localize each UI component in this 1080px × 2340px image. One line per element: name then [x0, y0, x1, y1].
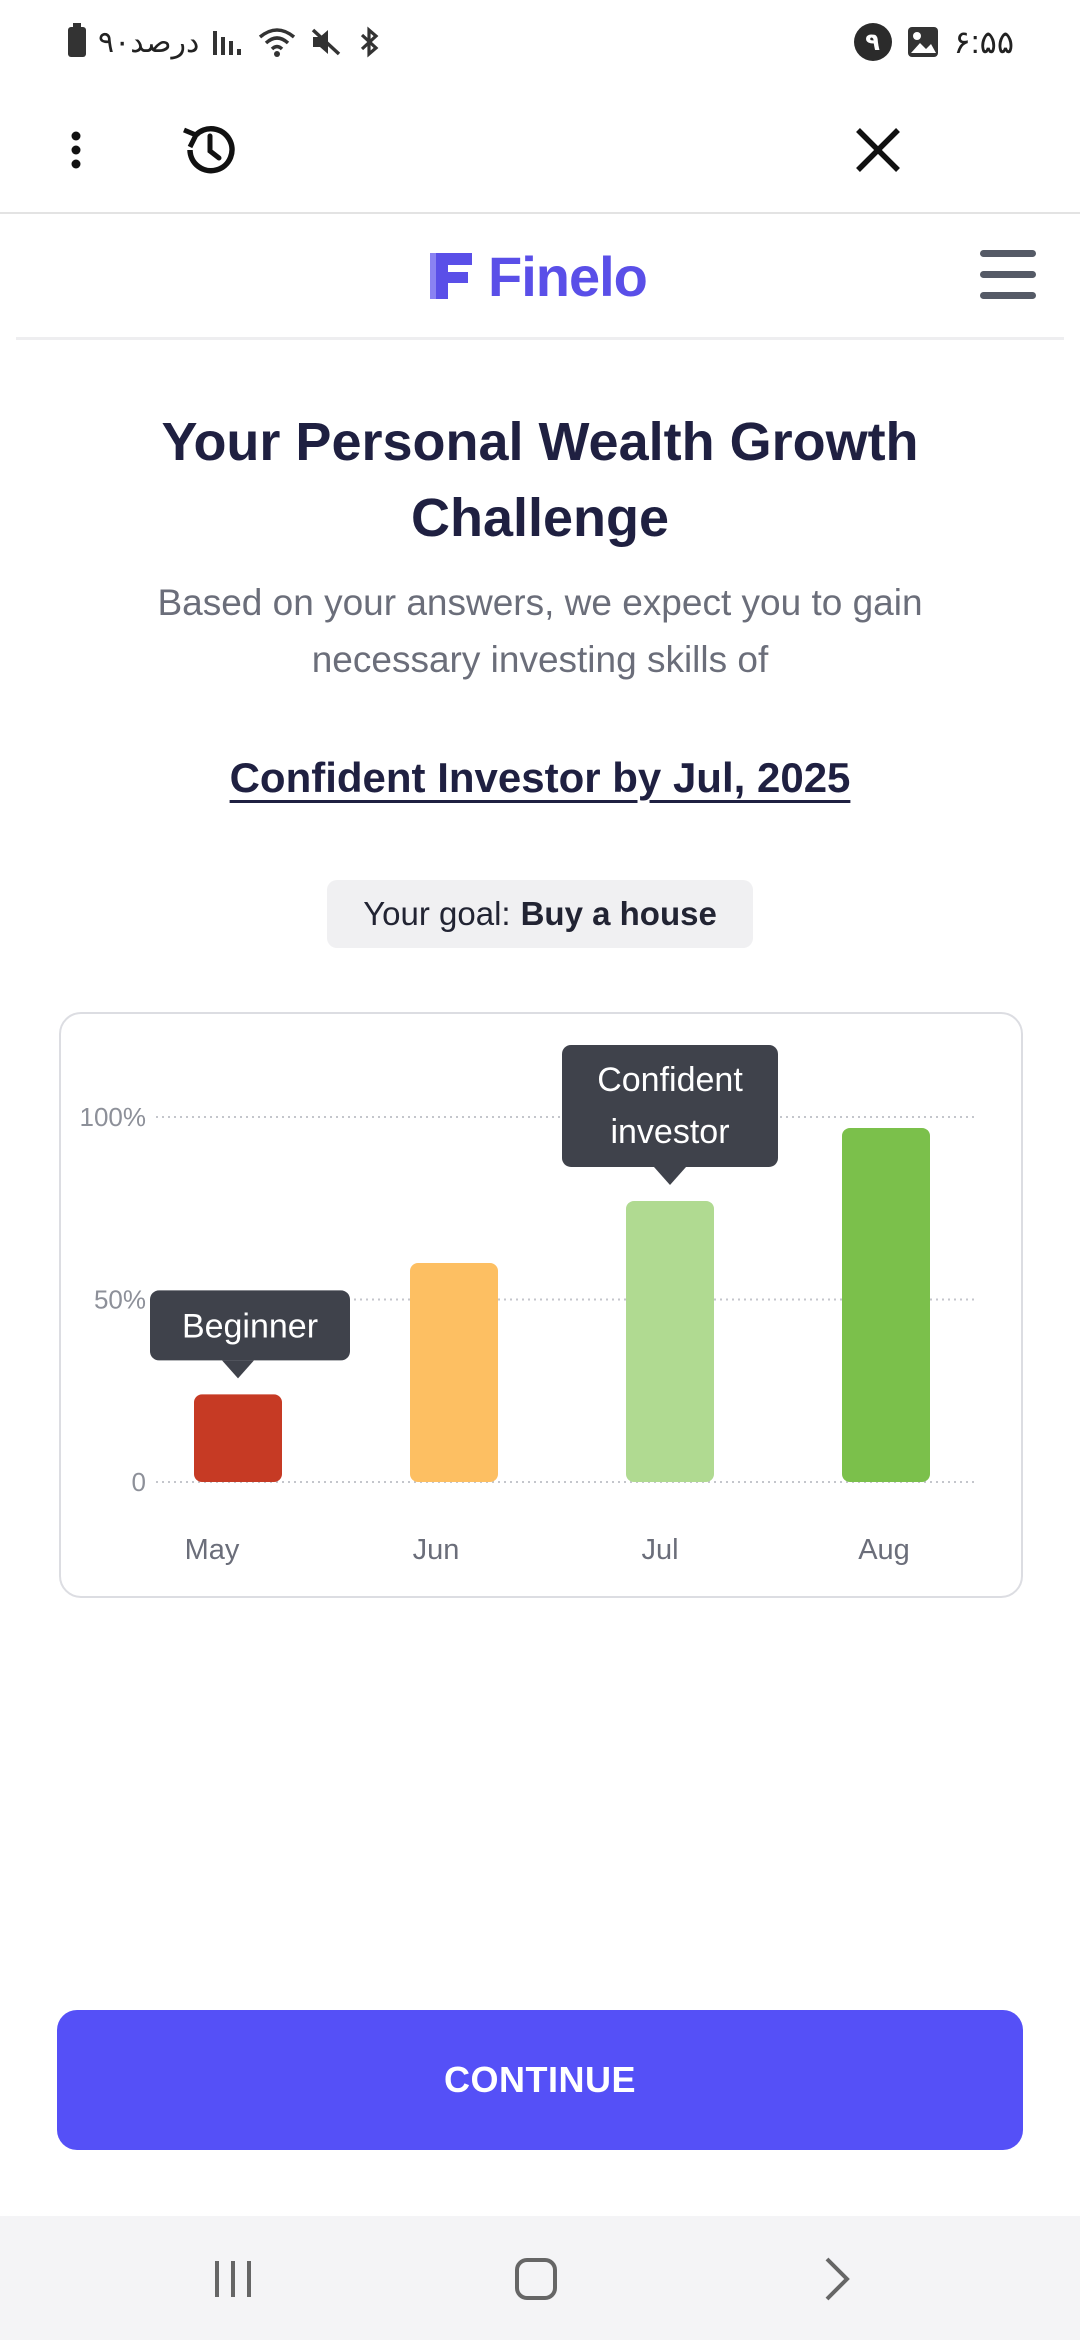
logo-text: Finelo	[488, 244, 648, 308]
hamburger-menu-icon	[980, 250, 1036, 257]
gallery-icon	[907, 27, 938, 57]
back-button[interactable]	[797, 2244, 877, 2314]
tooltip-text: Confident	[597, 1061, 743, 1099]
x-tick-label: May	[185, 1534, 240, 1566]
tooltip-text: investor	[610, 1113, 729, 1151]
tooltip-arrow	[654, 1166, 686, 1185]
chart-svg: 0 50% 100% May Jun Jul Aug Beginner Confident inv…	[80, 1044, 976, 1566]
target-level: Confident Investor by Jul, 2025	[229, 754, 851, 801]
page-title: Your Personal Wealth Growth Challenge	[161, 412, 919, 548]
page-subtitle: Based on your answers, we expect you to …	[157, 582, 923, 680]
status-left: ۹۰درصد	[68, 22, 383, 62]
browser-toolbar	[0, 84, 1080, 214]
more-options-button[interactable]	[36, 110, 116, 190]
finelo-logo-icon	[430, 253, 472, 299]
status-bar: ۹۰درصد ۹ ۶:۵۵	[0, 0, 1080, 84]
home-button[interactable]	[496, 2244, 576, 2314]
status-right: ۹ ۶:۵۵	[853, 22, 1014, 62]
battery-icon	[68, 23, 86, 57]
signal-icon	[213, 31, 242, 55]
bar-may	[194, 1394, 282, 1482]
history-icon	[183, 126, 235, 174]
site-header: Finelo	[16, 214, 1064, 340]
home-icon	[515, 2258, 557, 2300]
progress-chart: 0 50% 100% May Jun Jul Aug Beginner Confident inv…	[59, 1012, 1023, 1598]
x-tick-label: Jul	[641, 1534, 678, 1566]
continue-button[interactable]: CONTINUE	[57, 2010, 1023, 2150]
close-icon	[856, 128, 900, 172]
goal-value: Buy a house	[520, 895, 717, 932]
close-button[interactable]	[838, 110, 918, 190]
system-nav-bar	[0, 2216, 1080, 2340]
bar-jul	[626, 1200, 714, 1482]
bar-jun	[410, 1263, 498, 1482]
bar-aug	[842, 1127, 930, 1482]
logo[interactable]: Finelo	[430, 244, 648, 308]
y-tick-label: 50%	[94, 1285, 146, 1315]
annotation-tooltip: Confident investor	[562, 1044, 778, 1185]
y-tick-label: 100%	[80, 1102, 147, 1132]
mute-icon	[312, 28, 341, 56]
tooltip-box	[150, 1290, 350, 1361]
battery-text: ۹۰درصد	[98, 25, 200, 59]
goal-badge: Your goal: Buy a house	[327, 880, 753, 948]
back-icon	[825, 2257, 850, 2301]
menu-button[interactable]	[980, 250, 1036, 300]
bluetooth-icon	[361, 26, 379, 58]
clock: ۶:۵۵	[953, 24, 1014, 60]
notification-badge: ۹	[853, 23, 892, 61]
x-tick-label: Jun	[413, 1534, 460, 1566]
goal-prefix: Your goal:	[363, 895, 511, 932]
more-vert-icon	[71, 131, 81, 169]
tooltip-arrow	[222, 1360, 254, 1379]
recent-apps-icon	[215, 2261, 251, 2297]
tooltip-box	[562, 1044, 778, 1167]
x-tick-label: Aug	[858, 1534, 910, 1566]
annotation-tooltip: Beginner	[150, 1290, 350, 1379]
recent-apps-button[interactable]	[193, 2244, 273, 2314]
y-tick-label: 0	[132, 1467, 146, 1497]
wifi-icon	[259, 28, 296, 57]
tooltip-text: Beginner	[182, 1307, 318, 1345]
history-button[interactable]	[170, 110, 250, 190]
